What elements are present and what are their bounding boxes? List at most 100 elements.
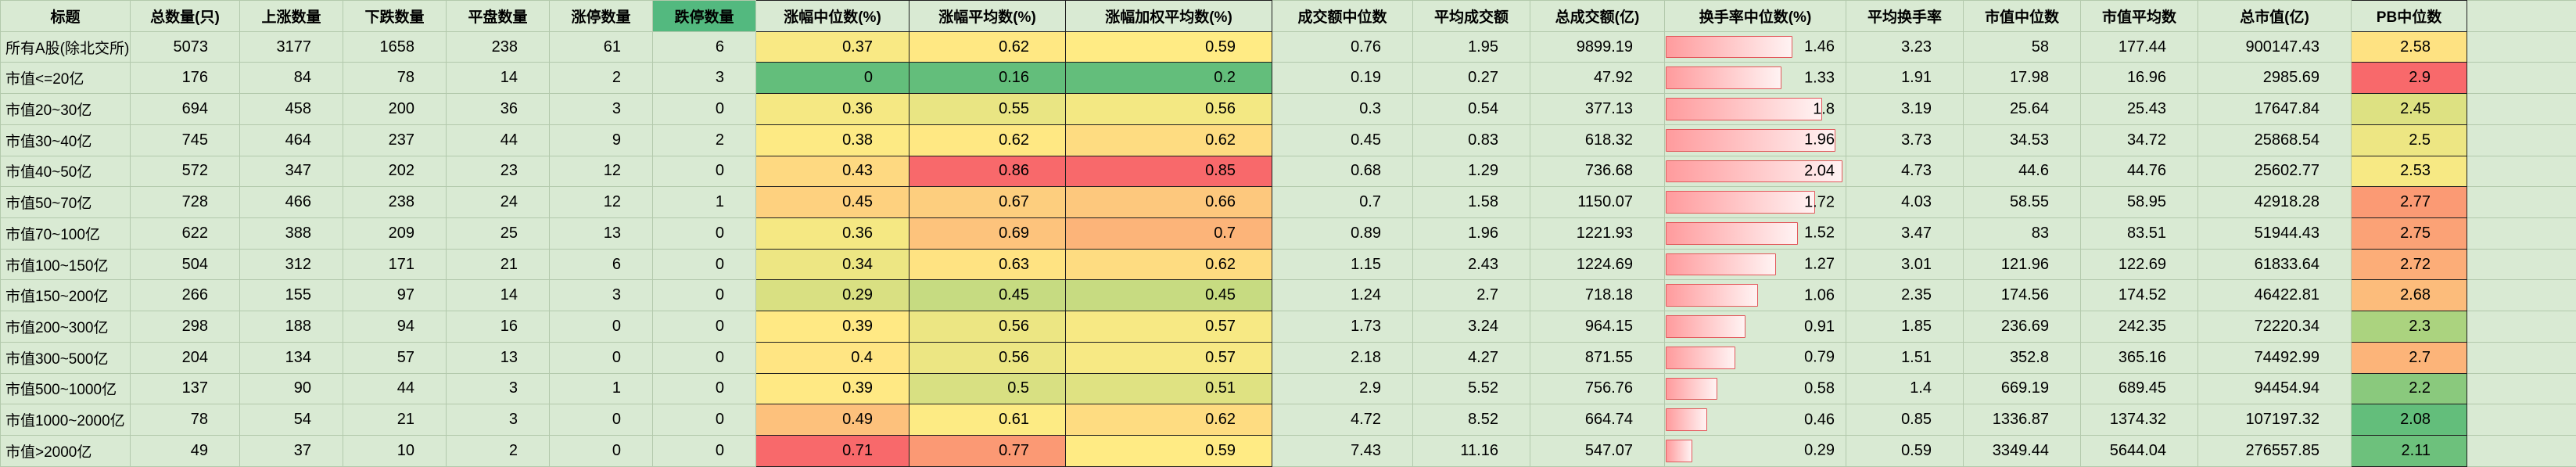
row-title-cell[interactable]: 市值>2000亿 [1,436,131,467]
number-cell[interactable]: 122.69 [2081,249,2198,280]
number-cell[interactable]: 3.19 [1846,94,1964,125]
number-cell[interactable]: 238 [447,31,550,63]
number-cell[interactable]: 0 [653,218,756,250]
number-cell[interactable]: 0.83 [1413,124,1530,156]
number-cell[interactable]: 57 [343,342,447,373]
turnover-rate-bar-cell[interactable]: 1.27 [1665,249,1846,280]
number-cell[interactable]: 25 [447,218,550,250]
number-cell[interactable]: 42918.28 [2198,187,2352,218]
number-cell[interactable]: 134 [240,342,343,373]
color-scale-cell[interactable]: 0.29 [756,280,909,311]
number-cell[interactable]: 3177 [240,31,343,63]
color-scale-cell[interactable]: 0.45 [756,187,909,218]
number-cell[interactable]: 4.27 [1413,342,1530,373]
color-scale-cell[interactable]: 0.45 [1066,280,1272,311]
column-header-11[interactable]: 平均成交额 [1413,1,1530,32]
number-cell[interactable]: 14 [447,280,550,311]
color-scale-cell[interactable]: 0.62 [1066,249,1272,280]
color-scale-cell[interactable]: 0.51 [1066,373,1272,404]
number-cell[interactable]: 83 [1964,218,2081,250]
number-cell[interactable]: 16.96 [2081,63,2198,94]
empty-gutter-header[interactable] [2467,1,2576,32]
number-cell[interactable]: 16 [447,311,550,343]
number-cell[interactable]: 3349.44 [1964,436,2081,467]
number-cell[interactable]: 352.8 [1964,342,2081,373]
color-scale-cell[interactable]: 2.45 [2352,94,2467,125]
turnover-rate-bar-cell[interactable]: 1.72 [1665,187,1846,218]
number-cell[interactable]: 0 [653,311,756,343]
number-cell[interactable]: 2.43 [1413,249,1530,280]
number-cell[interactable]: 21 [343,404,447,436]
color-scale-cell[interactable]: 0 [756,63,909,94]
number-cell[interactable]: 1.85 [1846,311,1964,343]
color-scale-cell[interactable]: 0.59 [1066,436,1272,467]
color-scale-cell[interactable]: 0.5 [909,373,1066,404]
number-cell[interactable]: 74492.99 [2198,342,2352,373]
number-cell[interactable]: 25602.77 [2198,156,2352,187]
number-cell[interactable]: 0.68 [1272,156,1413,187]
empty-gutter-cell[interactable] [2467,280,2576,311]
number-cell[interactable]: 4.73 [1846,156,1964,187]
empty-gutter-cell[interactable] [2467,311,2576,343]
color-scale-cell[interactable]: 0.66 [1066,187,1272,218]
number-cell[interactable]: 1336.87 [1964,404,2081,436]
number-cell[interactable]: 0 [653,404,756,436]
column-header-3[interactable]: 下跌数量 [343,1,447,32]
number-cell[interactable]: 174.56 [1964,280,2081,311]
number-cell[interactable]: 0.85 [1846,404,1964,436]
empty-gutter-cell[interactable] [2467,187,2576,218]
empty-gutter-cell[interactable] [2467,156,2576,187]
number-cell[interactable]: 276557.85 [2198,436,2352,467]
empty-gutter-cell[interactable] [2467,218,2576,250]
number-cell[interactable]: 0.54 [1413,94,1530,125]
number-cell[interactable]: 1224.69 [1530,249,1665,280]
color-scale-cell[interactable]: 0.34 [756,249,909,280]
number-cell[interactable]: 736.68 [1530,156,1665,187]
number-cell[interactable]: 0.45 [1272,124,1413,156]
turnover-rate-bar-cell[interactable]: 1.96 [1665,124,1846,156]
number-cell[interactable]: 871.55 [1530,342,1665,373]
number-cell[interactable]: 236.69 [1964,311,2081,343]
number-cell[interactable]: 13 [550,218,653,250]
number-cell[interactable]: 97 [343,280,447,311]
number-cell[interactable]: 25.43 [2081,94,2198,125]
number-cell[interactable]: 13 [447,342,550,373]
number-cell[interactable]: 6 [550,249,653,280]
number-cell[interactable]: 177.44 [2081,31,2198,63]
number-cell[interactable]: 204 [131,342,240,373]
number-cell[interactable]: 1 [550,373,653,404]
number-cell[interactable]: 2 [550,63,653,94]
number-cell[interactable]: 78 [131,404,240,436]
number-cell[interactable]: 1221.93 [1530,218,1665,250]
column-header-18[interactable]: PB中位数 [2352,1,2467,32]
number-cell[interactable]: 669.19 [1964,373,2081,404]
color-scale-cell[interactable]: 2.9 [2352,63,2467,94]
number-cell[interactable]: 3 [653,63,756,94]
turnover-rate-bar-cell[interactable]: 1.52 [1665,218,1846,250]
color-scale-cell[interactable]: 2.72 [2352,249,2467,280]
column-header-5[interactable]: 涨停数量 [550,1,653,32]
turnover-rate-bar-cell[interactable]: 0.58 [1665,373,1846,404]
column-header-7[interactable]: 涨幅中位数(%) [756,1,909,32]
color-scale-cell[interactable]: 2.68 [2352,280,2467,311]
column-header-9[interactable]: 涨幅加权平均数(%) [1066,1,1272,32]
color-scale-cell[interactable]: 0.7 [1066,218,1272,250]
column-header-13[interactable]: 换手率中位数(%) [1665,1,1846,32]
color-scale-cell[interactable]: 2.2 [2352,373,2467,404]
color-scale-cell[interactable]: 0.86 [909,156,1066,187]
empty-gutter-cell[interactable] [2467,31,2576,63]
number-cell[interactable]: 9 [550,124,653,156]
number-cell[interactable]: 466 [240,187,343,218]
number-cell[interactable]: 2 [447,436,550,467]
column-header-6[interactable]: 跌停数量 [653,1,756,32]
number-cell[interactable]: 664.74 [1530,404,1665,436]
color-scale-cell[interactable]: 0.37 [756,31,909,63]
row-title-cell[interactable]: 市值300~500亿 [1,342,131,373]
number-cell[interactable]: 3 [550,280,653,311]
number-cell[interactable]: 155 [240,280,343,311]
number-cell[interactable]: 1.24 [1272,280,1413,311]
number-cell[interactable]: 0 [653,342,756,373]
color-scale-cell[interactable]: 2.5 [2352,124,2467,156]
column-header-4[interactable]: 平盘数量 [447,1,550,32]
number-cell[interactable]: 0.3 [1272,94,1413,125]
